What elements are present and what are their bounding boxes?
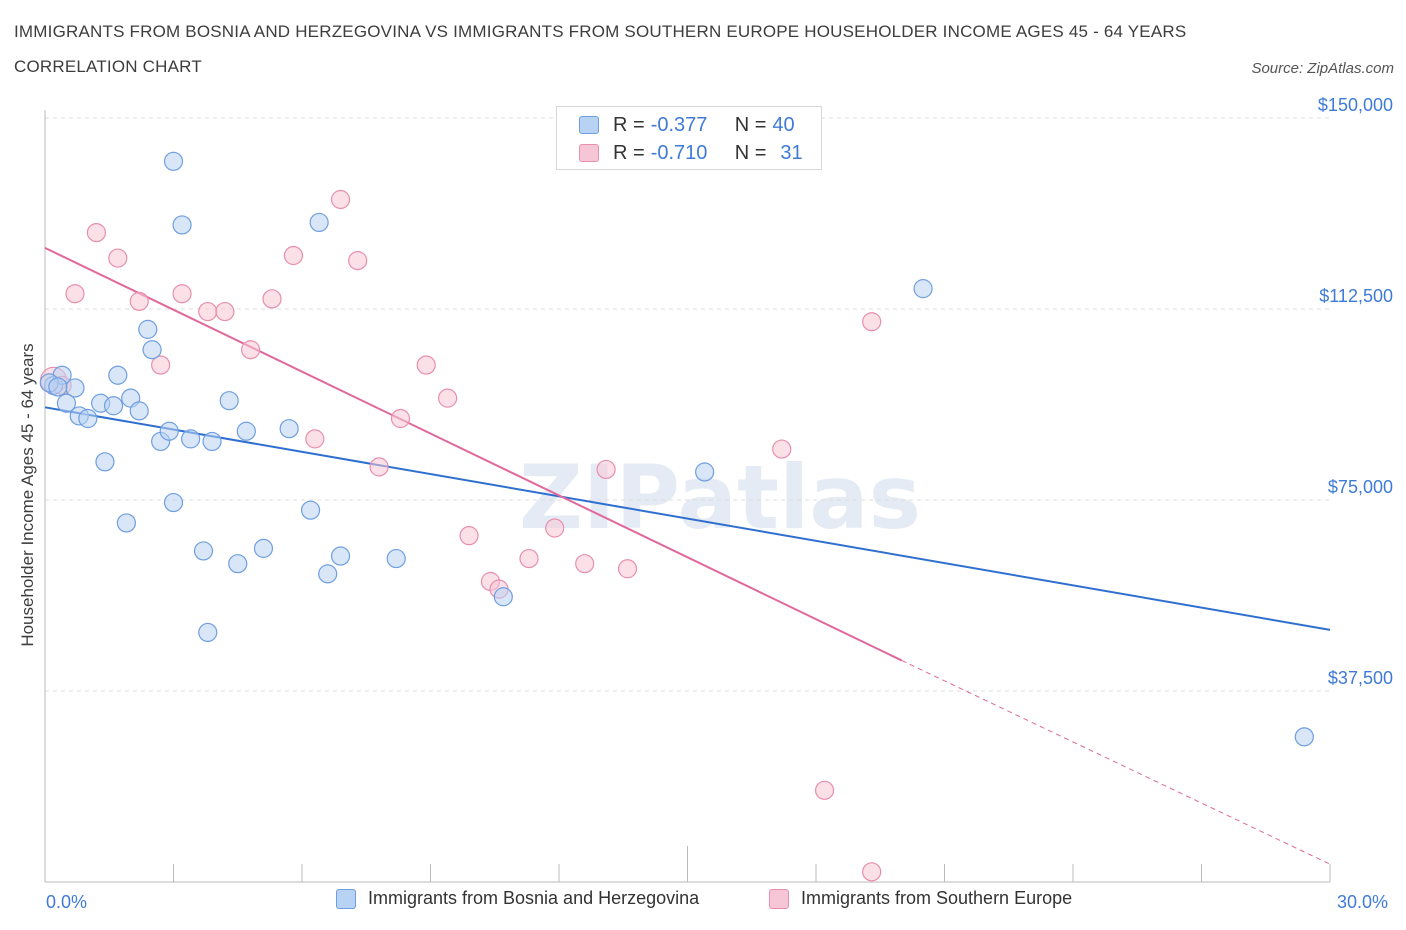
trend-line-southern-europe — [44, 246, 903, 662]
point-southern-europe — [305, 429, 325, 449]
point-bosnia — [1294, 727, 1314, 747]
point-southern-europe — [862, 312, 882, 332]
point-southern-europe — [596, 459, 616, 480]
point-southern-europe — [262, 289, 282, 309]
point-southern-europe — [814, 780, 835, 800]
point-bosnia — [309, 212, 329, 233]
point-bosnia — [219, 391, 239, 411]
r-value: -0.710 — [650, 141, 708, 164]
point-southern-europe — [129, 291, 149, 311]
point-bosnia — [163, 492, 184, 513]
point-southern-europe — [862, 862, 882, 882]
trend-line-bosnia — [44, 406, 1331, 631]
point-southern-europe — [198, 301, 218, 322]
point-bosnia — [236, 421, 256, 441]
point-bosnia — [163, 151, 184, 171]
point-southern-europe — [348, 251, 368, 271]
point-bosnia — [202, 431, 222, 452]
series-legend-label: Immigrants from Bosnia and Herzegovina — [368, 888, 700, 908]
point-bosnia — [172, 215, 192, 235]
point-bosnia — [129, 401, 149, 421]
chart-source: Source: ZipAtlas.com — [1251, 60, 1394, 77]
correlation-legend-row-pink: R = -0.710 N = 31 — [579, 139, 803, 167]
point-bosnia — [330, 546, 351, 566]
point-southern-europe — [617, 559, 638, 579]
point-bosnia — [913, 279, 933, 299]
legend-swatch-pink — [769, 888, 789, 909]
series-legend-label: Immigrants from Southern Europe — [801, 888, 1073, 908]
y-tick-label: $75,000 — [1328, 477, 1393, 497]
point-southern-europe — [575, 554, 595, 574]
point-bosnia — [116, 513, 136, 533]
point-southern-europe — [369, 457, 389, 477]
n-label: N = — [734, 113, 767, 136]
point-southern-europe — [86, 223, 107, 243]
n-value: 40 — [772, 113, 795, 136]
point-bosnia — [181, 429, 201, 449]
chart-title: IMMIGRANTS FROM BOSNIA AND HERZEGOVINA V… — [14, 22, 1187, 76]
point-bosnia — [108, 365, 128, 385]
point-southern-europe — [215, 301, 235, 322]
legend-swatch-blue — [336, 888, 356, 909]
series-legend-item-bosnia: Immigrants from Bosnia and Herzegovina — [336, 888, 699, 909]
point-bosnia — [300, 500, 321, 520]
point-bosnia — [198, 622, 218, 643]
series-legend-item-southern-europe: Immigrants from Southern Europe — [769, 888, 1072, 909]
point-bosnia — [95, 452, 115, 472]
point-bosnia — [159, 421, 179, 441]
point-southern-europe — [65, 284, 85, 304]
point-southern-europe — [519, 548, 539, 569]
x-tick-label-min: 0.0% — [46, 892, 88, 912]
point-southern-europe — [241, 340, 261, 360]
r-label: R = — [613, 113, 645, 136]
point-bosnia — [253, 538, 274, 558]
point-southern-europe — [416, 355, 436, 375]
y-tick-label: $150,000 — [1318, 95, 1393, 115]
point-southern-europe — [438, 388, 458, 408]
y-tick-label: $112,500 — [1319, 286, 1393, 306]
point-southern-europe — [172, 284, 192, 304]
point-bosnia — [78, 408, 98, 429]
r-value: -0.377 — [650, 113, 708, 136]
point-bosnia — [142, 340, 162, 360]
watermark: ZIPatlas — [519, 446, 921, 549]
n-label: N = — [734, 141, 767, 164]
legend-swatch-blue — [579, 116, 599, 134]
point-southern-europe — [390, 408, 411, 429]
correlation-legend-row-blue: R = -0.377 N = 40 — [579, 111, 795, 139]
point-southern-europe — [330, 189, 351, 210]
point-bosnia — [138, 319, 158, 339]
r-label: R = — [613, 141, 645, 164]
point-bosnia — [318, 564, 338, 584]
point-southern-europe — [545, 518, 565, 538]
point-southern-europe — [108, 248, 128, 268]
point-bosnia — [48, 377, 68, 397]
legend-swatch-pink — [579, 144, 599, 162]
point-bosnia — [386, 548, 406, 569]
n-value: 31 — [780, 141, 803, 164]
point-bosnia — [228, 554, 248, 574]
point-southern-europe — [151, 355, 171, 375]
point-southern-europe — [283, 245, 304, 266]
trend-line-southern-europe-extension — [901, 659, 1331, 865]
correlation-legend: R = -0.377 N = 40 R = -0.710 N = 31 — [556, 106, 822, 170]
series-legend: Immigrants from Bosnia and Herzegovina I… — [0, 888, 1406, 916]
point-bosnia — [56, 393, 77, 413]
point-bosnia — [695, 462, 715, 482]
point-bosnia — [279, 419, 299, 439]
point-bosnia — [103, 396, 124, 416]
point-southern-europe — [772, 439, 792, 459]
point-bosnia — [493, 587, 513, 607]
y-tick-label: $37,500 — [1328, 668, 1393, 688]
point-bosnia — [193, 541, 214, 561]
x-tick-label-max: 30.0% — [1337, 892, 1389, 912]
point-southern-europe — [459, 526, 479, 546]
